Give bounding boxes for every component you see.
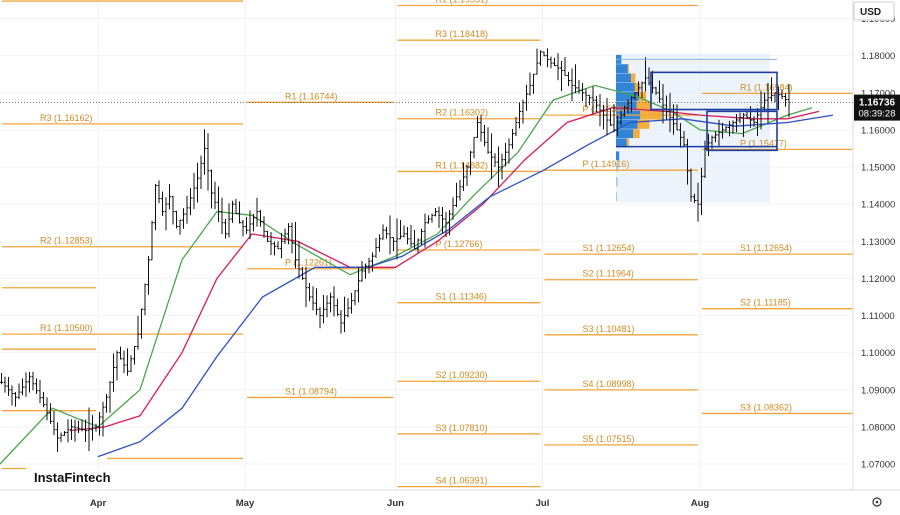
price-axis-panel bbox=[853, 0, 900, 510]
settings-icon-dot bbox=[876, 501, 879, 504]
pivot-label: S1 (1.08794) bbox=[285, 386, 337, 396]
price-tick-label: 1.10000 bbox=[861, 348, 895, 359]
pivot-label: S1 (1.12654) bbox=[583, 243, 635, 253]
pivot-label: R1 (1.14882) bbox=[436, 160, 489, 170]
pivot-label: S1 (1.11346) bbox=[436, 292, 487, 302]
profile-row-blue bbox=[616, 83, 635, 92]
price-tick-label: 1.13000 bbox=[861, 237, 895, 248]
price-tick-label: 1.07000 bbox=[861, 460, 895, 471]
profile-row-orange bbox=[628, 64, 629, 73]
pivot-label: R3 (1.18418) bbox=[436, 29, 489, 39]
pivot-label: R1 (1.16984) bbox=[740, 82, 793, 92]
last-price-value: 1.16736 bbox=[859, 98, 896, 109]
price-tick-label: 1.08000 bbox=[861, 422, 895, 433]
profile-row-blue bbox=[616, 192, 617, 201]
currency-label: USD bbox=[860, 7, 881, 18]
pivot-label: S2 (1.11185) bbox=[740, 298, 791, 308]
price-tick-label: 1.09000 bbox=[861, 385, 895, 396]
pivot-label: S4 (1.08998) bbox=[583, 379, 635, 389]
profile-row-blue bbox=[616, 64, 628, 73]
pivot-label: S3 (1.07810) bbox=[436, 423, 488, 433]
pivot-label: R2 (1.16302) bbox=[436, 108, 489, 118]
month-label: Jul bbox=[536, 498, 550, 509]
pivot-label: S3 (1.10481) bbox=[583, 324, 635, 334]
profile-row-blue bbox=[616, 74, 631, 83]
price-tick-label: 1.12000 bbox=[861, 274, 895, 285]
pivot-label: S4 (1.06391) bbox=[436, 476, 488, 486]
pivot-label: R1 (1.16744) bbox=[285, 91, 338, 101]
countdown-value: 08:39:28 bbox=[859, 109, 896, 120]
price-tick-label: 1.16000 bbox=[861, 125, 895, 136]
pivot-label: R2 (1.12853) bbox=[40, 236, 93, 246]
pivot-label: S5 (1.07515) bbox=[583, 434, 635, 444]
price-tick-label: 1.18000 bbox=[861, 51, 895, 62]
pivot-label: R1 (1.19351) bbox=[436, 0, 489, 5]
pivot-label: P (1.12766) bbox=[436, 239, 483, 249]
pivot-label: S2 (1.09230) bbox=[436, 370, 488, 380]
profile-row-blue bbox=[616, 177, 618, 186]
pivot-label: S3 (1.08362) bbox=[740, 402, 792, 412]
logo-text: InstaFintech bbox=[34, 470, 111, 485]
price-tick-label: 1.15000 bbox=[861, 163, 895, 174]
price-tick-label: 1.11000 bbox=[861, 311, 895, 322]
pivot-label: P (1.14916) bbox=[583, 159, 630, 169]
time-axis: Apr May Jun Jul Aug bbox=[90, 498, 710, 509]
price-tick-label: 1.14000 bbox=[861, 200, 895, 211]
pivot-label: R3 (1.16162) bbox=[40, 113, 93, 123]
pivot-label: S1 (1.12654) bbox=[740, 243, 792, 253]
month-label: Jun bbox=[387, 498, 404, 509]
pivot-label: S2 (1.11964) bbox=[583, 269, 634, 279]
volume-profile bbox=[616, 54, 770, 202]
pivot-label: P (1.12261) bbox=[285, 258, 332, 268]
pivot-label: P (1.16399) bbox=[583, 104, 630, 114]
month-label: Aug bbox=[691, 498, 710, 509]
month-label: Apr bbox=[90, 498, 107, 509]
pivot-label: R1 (1.10500) bbox=[40, 323, 93, 333]
profile-row-blue bbox=[616, 129, 633, 138]
profile-row-orange bbox=[631, 74, 635, 83]
profile-row-orange bbox=[635, 83, 640, 92]
profile-row-orange bbox=[633, 129, 639, 138]
month-label: May bbox=[236, 498, 255, 509]
